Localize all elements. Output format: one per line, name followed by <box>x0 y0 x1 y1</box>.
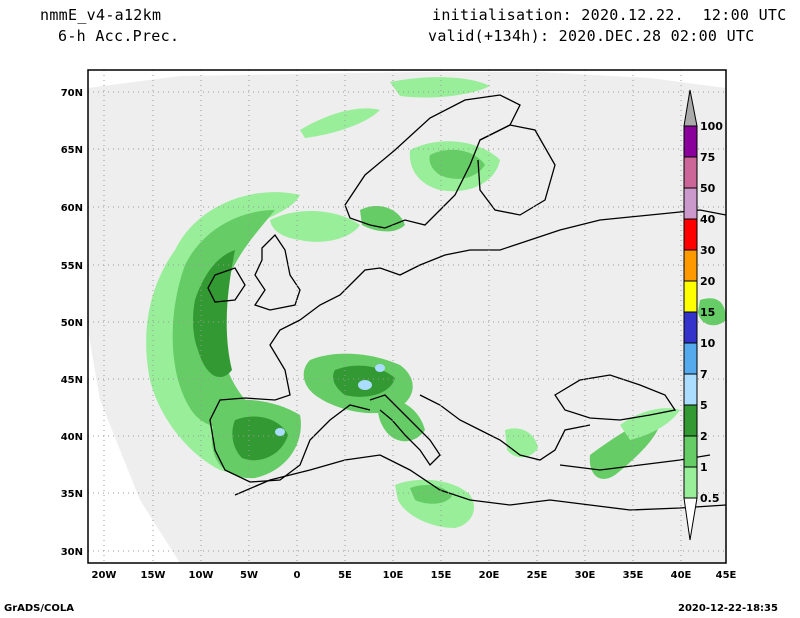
precip-northsea <box>270 210 360 242</box>
colorbar-label: 30 <box>700 244 716 257</box>
colorbar-box <box>683 187 698 220</box>
coast-north-africa <box>234 454 726 511</box>
colorbar-label: 2 <box>700 430 708 443</box>
coast-italy <box>369 394 441 467</box>
lat-label: 65N <box>61 145 83 156</box>
colorbar-bottom-arrow <box>683 497 698 541</box>
coast-continent <box>299 209 726 321</box>
precip-caucasus <box>698 298 726 326</box>
lon-label: 20E <box>479 570 500 581</box>
precip-italy <box>377 399 425 442</box>
lon-label: 25E <box>527 570 548 581</box>
lon-label: 45E <box>716 570 737 581</box>
coastlines <box>207 94 726 511</box>
coast-finland <box>477 124 556 216</box>
lon-label: 15E <box>431 570 452 581</box>
colorbar-label: 75 <box>700 151 715 164</box>
colorbar-label: 15 <box>700 306 715 319</box>
colorbar-labels: 100 75 50 40 30 20 15 10 7 5 2 1 0.5 <box>700 120 723 505</box>
colorbar <box>683 89 698 541</box>
lat-label: 70N <box>61 88 83 99</box>
lat-label: 50N <box>61 318 83 329</box>
colorbar-label: 100 <box>700 120 723 133</box>
lon-label: 40E <box>671 570 692 581</box>
lon-label: 10E <box>383 570 404 581</box>
precip-iberia-core <box>275 428 285 436</box>
colorbar-box <box>683 373 698 406</box>
colorbar-label: 5 <box>700 399 708 412</box>
lon-label: 35E <box>623 570 644 581</box>
colorbar-box <box>683 466 698 499</box>
colorbar-label: 40 <box>700 213 716 226</box>
precip-norway-coast <box>300 108 380 138</box>
precip-north-africa-mid <box>410 484 452 504</box>
precip-turkey-light <box>620 408 680 440</box>
lon-label: 20W <box>92 570 117 581</box>
colorbar-box <box>683 249 698 282</box>
lon-label: 0 <box>294 570 301 581</box>
colorbar-label: 50 <box>700 182 716 195</box>
colorbar-box <box>683 125 698 158</box>
colorbar-label: 1 <box>700 461 708 474</box>
precip-atlantic-dark <box>193 250 235 378</box>
coast-scandinavia <box>344 94 521 229</box>
precip-atlantic-light <box>146 192 300 474</box>
coast-balkans <box>419 394 591 461</box>
colorbar-label: 0.5 <box>700 492 720 505</box>
colorbar-label: 7 <box>700 368 708 381</box>
precip-atlantic-mid <box>172 210 275 428</box>
lat-label: 30N <box>61 547 83 558</box>
lon-label: 5E <box>338 570 352 581</box>
colorbar-box <box>683 280 698 313</box>
colorbar-box <box>683 435 698 468</box>
lat-label: 45N <box>61 375 83 386</box>
field-name: 6-h Acc.Prec. <box>58 27 180 45</box>
colorbar-label: 20 <box>700 275 716 288</box>
precip-alps-core-2 <box>375 364 385 372</box>
model-name: nmmE_v4-a12km <box>40 6 162 24</box>
footer-timestamp: 2020-12-22-18:35 <box>678 603 778 614</box>
colorbar-box <box>683 218 698 251</box>
colorbar-label: 10 <box>700 337 716 350</box>
coast-britain <box>253 233 301 311</box>
init-time: initialisation: 2020.12.22. 12:00 UTC <box>432 6 787 24</box>
lon-label: 10W <box>189 570 214 581</box>
latitude-labels: 70N 65N 60N 55N 50N 45N 40N 35N 30N <box>61 88 83 558</box>
coast-ireland <box>207 267 246 303</box>
footer-software: GrADS/COLA <box>4 603 74 614</box>
lat-label: 35N <box>61 489 83 500</box>
lat-label: 55N <box>61 261 83 272</box>
colorbar-box <box>683 156 698 189</box>
lat-label: 60N <box>61 203 83 214</box>
map-frame <box>87 69 727 564</box>
coast-france-iberia <box>209 319 371 483</box>
colorbar-box <box>683 342 698 375</box>
lon-label: 30E <box>575 570 596 581</box>
colorbar-box <box>683 311 698 344</box>
coast-black-sea <box>554 374 677 421</box>
precip-scandinavia-mid <box>429 149 485 179</box>
lat-label: 40N <box>61 432 83 443</box>
valid-time: valid(+134h): 2020.DEC.28 02:00 UTC <box>428 27 755 45</box>
lon-label: 15W <box>141 570 166 581</box>
precip-alps-core <box>358 380 372 390</box>
lon-label: 5W <box>240 570 258 581</box>
precip-iberia-dark <box>232 416 288 461</box>
longitude-labels: 20W 15W 10W 5W 0 5E 10E 15E 20E 25E 30E … <box>92 570 737 581</box>
colorbar-box <box>683 404 698 437</box>
map-field <box>88 70 726 563</box>
precip-arctic-band <box>390 77 490 98</box>
graticule <box>88 70 726 563</box>
